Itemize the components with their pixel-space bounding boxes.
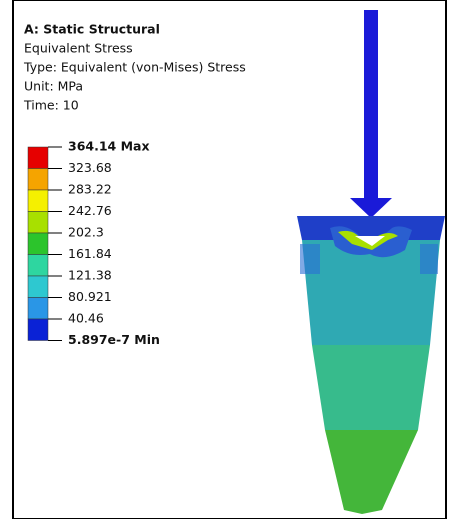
rod: [364, 10, 378, 206]
color-band: [28, 190, 48, 212]
legend-label: 161.84: [68, 246, 112, 261]
header-line: Type: Equivalent (von-Mises) Stress: [23, 60, 246, 75]
title: A: Static Structural: [24, 22, 160, 37]
screenshot: A: Static Structural Equivalent Stress Ty…: [0, 0, 454, 519]
color-band: [28, 233, 48, 255]
color-band: [28, 298, 48, 320]
legend-label: 364.14 Max: [68, 139, 150, 154]
color-band: [28, 255, 48, 277]
header-line: Time: 10: [23, 98, 79, 113]
legend-label: 40.46: [68, 311, 104, 326]
legend-label: 202.3: [68, 225, 104, 240]
header-line: Unit: MPa: [24, 79, 83, 94]
color-band: [28, 147, 48, 169]
blue-patch: [300, 244, 320, 274]
header-line: Equivalent Stress: [24, 41, 133, 56]
color-band: [28, 319, 48, 341]
upper-cone: [302, 240, 440, 345]
color-band: [28, 276, 48, 298]
legend-label: 242.76: [68, 203, 112, 218]
color-band: [28, 212, 48, 234]
legend-label: 283.22: [68, 182, 112, 197]
legend-label: 121.38: [68, 268, 112, 283]
color-band: [28, 169, 48, 191]
blue-patch: [420, 244, 438, 274]
legend-label: 5.897e-7 Min: [68, 332, 160, 347]
legend-label: 80.921: [68, 289, 112, 304]
middle-cone: [312, 345, 430, 430]
legend-label: 323.68: [68, 160, 112, 175]
